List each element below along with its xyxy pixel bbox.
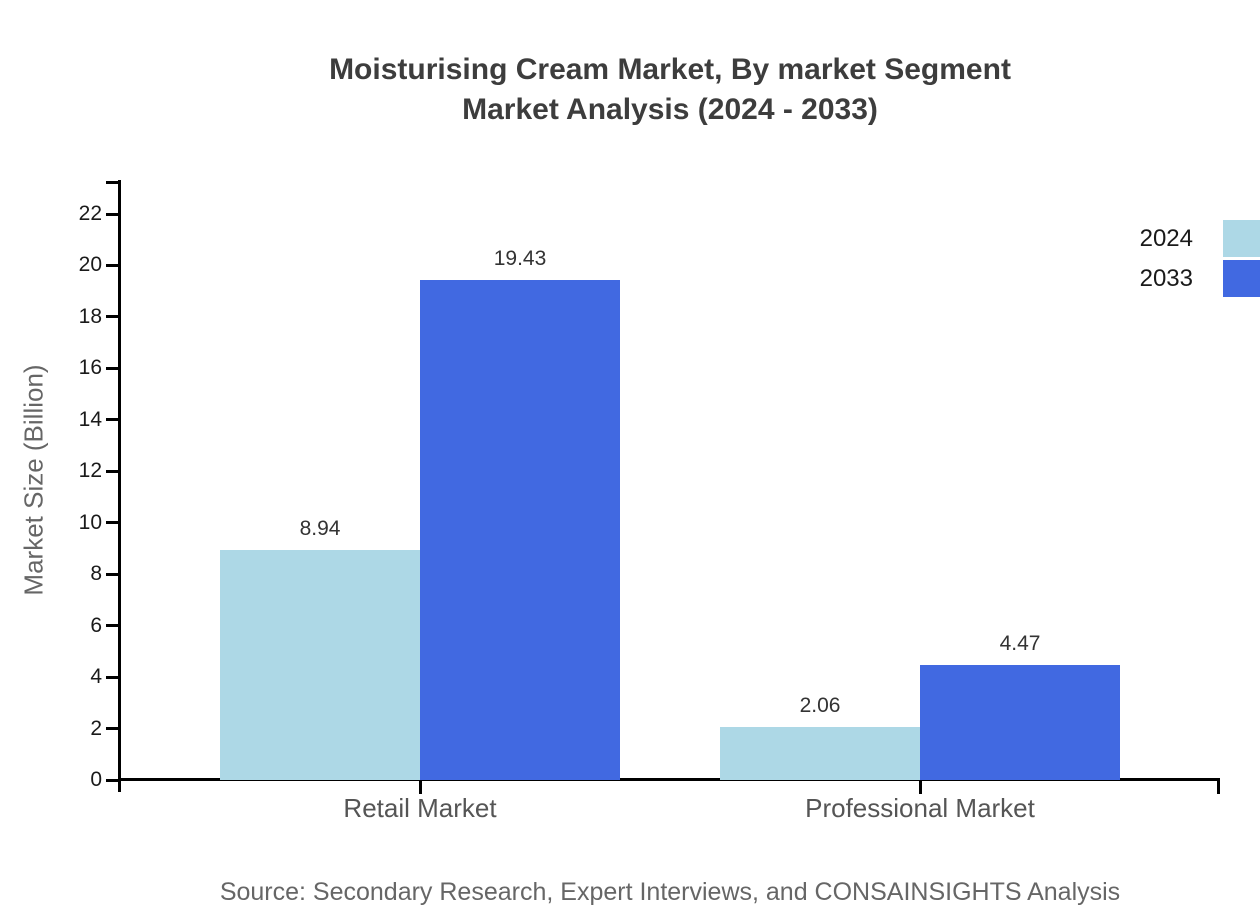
y-tick-label: 4 — [90, 665, 102, 689]
value-label: 4.47 — [999, 632, 1041, 655]
y-tick — [106, 469, 118, 473]
y-axis-top-cap — [106, 181, 118, 184]
y-tick — [106, 418, 118, 422]
x-category-tick — [418, 781, 422, 794]
y-tick — [106, 315, 118, 319]
x-category-tick — [918, 781, 922, 794]
legend-swatch — [1223, 260, 1260, 297]
bar — [920, 665, 1120, 780]
y-tick-label: 2 — [90, 716, 102, 740]
legend-swatch — [1223, 220, 1260, 257]
y-tick — [106, 675, 118, 679]
y-tick-label: 12 — [78, 459, 102, 483]
legend: 2024 2033 — [1140, 220, 1260, 300]
value-label: 8.94 — [299, 517, 341, 540]
y-tick — [106, 263, 118, 267]
legend-row: 2024 — [1140, 220, 1260, 257]
y-tick-label: 18 — [78, 304, 102, 328]
chart-title-line2: Market Analysis (2024 - 2033) — [462, 93, 878, 126]
x-category-label: Professional Market — [805, 793, 1035, 823]
y-tick-label: 22 — [78, 202, 102, 225]
y-tick — [106, 727, 118, 731]
y-tick-label: 20 — [78, 253, 102, 277]
x-category-label: Retail Market — [343, 793, 497, 823]
y-tick — [106, 624, 118, 628]
legend-label: 2033 — [1139, 264, 1193, 292]
y-tick-label: 14 — [78, 407, 102, 431]
x-axis-end-tick — [1217, 781, 1220, 794]
y-tick — [106, 366, 118, 370]
y-tick — [106, 521, 118, 525]
y-tick-label: 16 — [78, 356, 102, 380]
y-tick — [106, 778, 118, 782]
y-axis-line — [118, 180, 121, 792]
value-label: 2.06 — [799, 694, 841, 717]
y-tick-label: 6 — [90, 613, 102, 637]
y-tick — [106, 572, 118, 576]
y-tick-label: 0 — [90, 768, 102, 791]
value-label: 19.43 — [493, 247, 547, 271]
chart-title: Moisturising Cream Market, By market Seg… — [80, 50, 1260, 130]
y-tick-label: 10 — [78, 510, 102, 534]
chart-title-line1: Moisturising Cream Market, By market Seg… — [329, 53, 1011, 86]
x-axis-line — [118, 778, 1220, 781]
bar — [420, 280, 620, 780]
bar — [720, 727, 920, 780]
bar — [220, 550, 420, 780]
legend-row: 2033 — [1140, 260, 1260, 297]
y-tick — [106, 212, 118, 216]
source-text: Source: Secondary Research, Expert Inter… — [219, 878, 1121, 906]
y-tick-label: 8 — [90, 562, 102, 586]
legend-label: 2024 — [1139, 224, 1193, 252]
